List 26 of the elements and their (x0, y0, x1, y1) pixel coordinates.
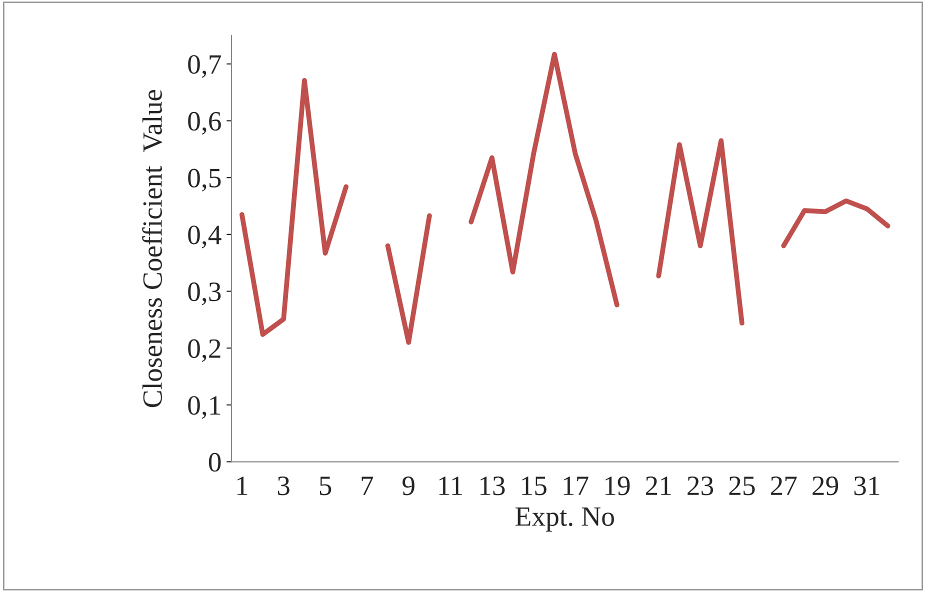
y-tick-label: 0 (208, 452, 221, 472)
y-tick-label: 0,6 (188, 112, 221, 135)
x-tick-label: 27 (770, 476, 797, 495)
x-tick-label: 7 (362, 476, 374, 495)
x-tick-label: 15 (522, 476, 546, 496)
x-tick-label: 25 (729, 476, 755, 496)
y-axis-title: Closeness Coefficient Value (142, 90, 162, 408)
y-tick-label: 0,7 (188, 55, 221, 78)
y-tick-label: 0,4 (188, 226, 222, 248)
y-tick-label: 0,2 (188, 339, 220, 362)
y-tick-label: 0,5 (188, 168, 221, 192)
x-tick-label: 31 (854, 476, 880, 496)
x-tick-label: 5 (320, 476, 332, 496)
x-tick-label: 11 (439, 476, 462, 495)
x-tick-label: 21 (646, 476, 671, 495)
x-tick-label: 17 (564, 476, 588, 495)
x-tick-label: 1 (237, 476, 248, 495)
x-tick-label: 23 (688, 476, 714, 496)
x-tick-label: 9 (402, 476, 414, 496)
y-tick-label: 0,3 (188, 282, 221, 306)
y-tick-label: 0,1 (188, 396, 220, 419)
x-tick-label: 19 (606, 476, 630, 496)
x-tick-label: 29 (812, 476, 838, 496)
x-tick-label: 3 (278, 476, 290, 496)
x-tick-label: 13 (480, 476, 505, 496)
x-axis-title: Expt. No (516, 507, 614, 532)
